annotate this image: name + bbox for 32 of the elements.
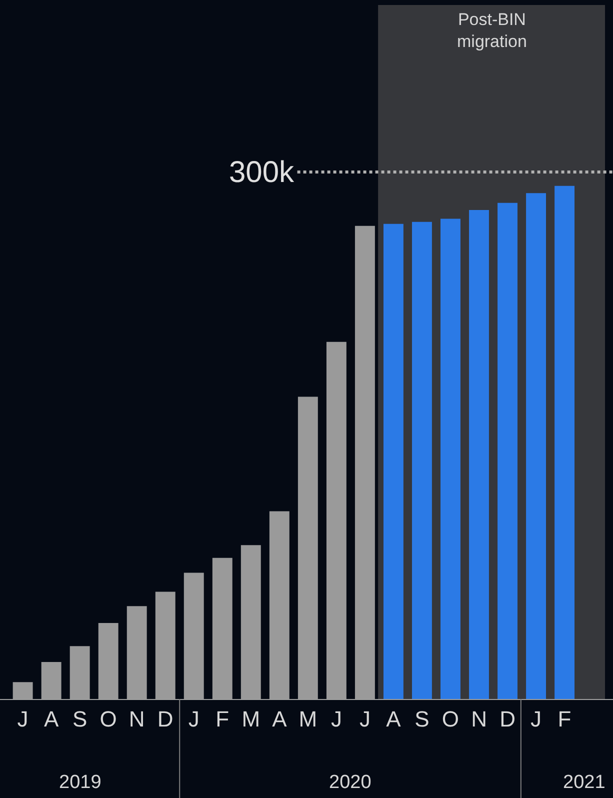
x-tick-label: D bbox=[157, 706, 174, 732]
x-tick-label: N bbox=[128, 706, 145, 732]
bar bbox=[526, 193, 546, 699]
x-tick-label: M bbox=[242, 706, 260, 732]
bar bbox=[383, 224, 404, 699]
bar bbox=[412, 222, 432, 699]
x-tick-label: J bbox=[188, 706, 200, 732]
x-tick-label: O bbox=[442, 706, 460, 732]
x-tick-label: F bbox=[558, 706, 572, 732]
x-tick-label: A bbox=[44, 706, 59, 732]
x-tick-label: S bbox=[414, 706, 430, 732]
bar bbox=[440, 218, 460, 699]
x-tick-label: J bbox=[17, 706, 28, 732]
x-tick-label: A bbox=[386, 706, 402, 732]
x-tick-label: S bbox=[72, 706, 88, 732]
text: Post-BIN migration bbox=[457, 10, 527, 52]
x-tick-label: A bbox=[272, 706, 288, 732]
x-tick-label: N bbox=[471, 706, 487, 732]
ref-line-label: 300k bbox=[229, 156, 296, 189]
text: 2019 bbox=[59, 772, 102, 793]
x-tick-label: J bbox=[359, 706, 370, 732]
text: 2021 bbox=[563, 772, 606, 793]
x-tick-label: F bbox=[216, 706, 230, 732]
bar bbox=[498, 202, 518, 699]
x-tick-label: J bbox=[530, 706, 542, 732]
x-tick-label: J bbox=[330, 706, 342, 732]
x-tick-label: O bbox=[100, 706, 117, 732]
text: 2020 bbox=[329, 772, 372, 793]
bar bbox=[554, 186, 575, 699]
bar bbox=[469, 210, 489, 699]
x-tick-label: D bbox=[500, 706, 516, 732]
x-tick-label: M bbox=[298, 706, 318, 732]
